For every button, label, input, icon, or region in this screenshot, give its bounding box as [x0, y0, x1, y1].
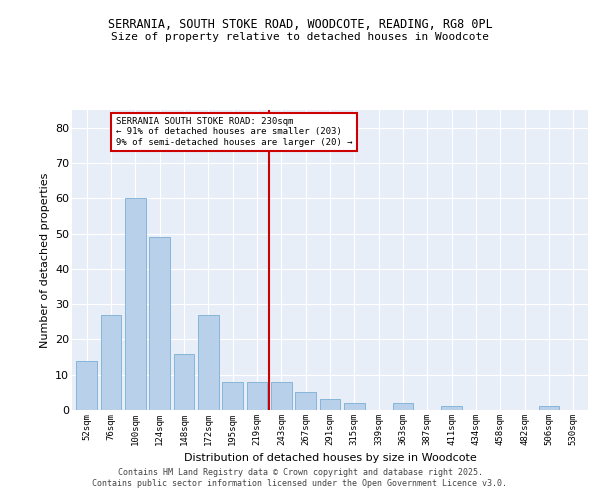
- Bar: [344, 403, 365, 410]
- Bar: [247, 382, 268, 410]
- Bar: [222, 382, 243, 410]
- Bar: [320, 400, 340, 410]
- Bar: [271, 382, 292, 410]
- Text: Size of property relative to detached houses in Woodcote: Size of property relative to detached ho…: [111, 32, 489, 42]
- Bar: [198, 314, 218, 410]
- Bar: [76, 360, 97, 410]
- X-axis label: Distribution of detached houses by size in Woodcote: Distribution of detached houses by size …: [184, 454, 476, 464]
- Bar: [173, 354, 194, 410]
- Text: SERRANIA, SOUTH STOKE ROAD, WOODCOTE, READING, RG8 0PL: SERRANIA, SOUTH STOKE ROAD, WOODCOTE, RE…: [107, 18, 493, 30]
- Bar: [125, 198, 146, 410]
- Bar: [392, 403, 413, 410]
- Bar: [539, 406, 559, 410]
- Bar: [442, 406, 462, 410]
- Bar: [149, 237, 170, 410]
- Bar: [295, 392, 316, 410]
- Text: Contains HM Land Registry data © Crown copyright and database right 2025.
Contai: Contains HM Land Registry data © Crown c…: [92, 468, 508, 487]
- Text: SERRANIA SOUTH STOKE ROAD: 230sqm
← 91% of detached houses are smaller (203)
9% : SERRANIA SOUTH STOKE ROAD: 230sqm ← 91% …: [116, 117, 352, 147]
- Y-axis label: Number of detached properties: Number of detached properties: [40, 172, 50, 348]
- Bar: [101, 314, 121, 410]
